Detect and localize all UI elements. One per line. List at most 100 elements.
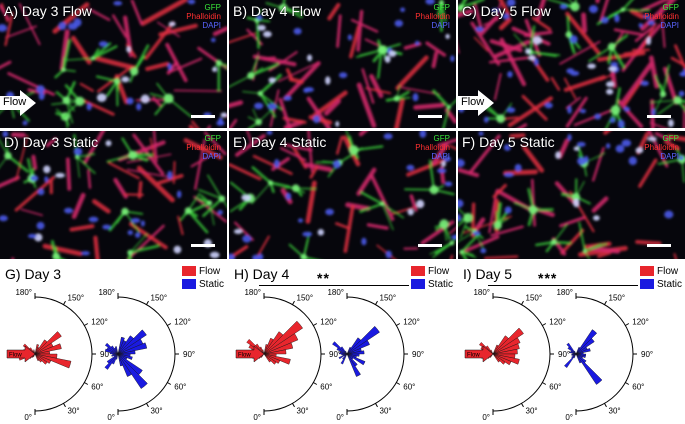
fluorescence-image xyxy=(458,131,685,259)
rose-plot-title: H) Day 4 xyxy=(234,266,290,282)
angle-tick-label: 0° xyxy=(565,413,573,422)
scale-bar xyxy=(647,244,671,247)
rose-plot-title: I) Day 5 xyxy=(463,266,513,282)
rose-wedge xyxy=(34,353,43,363)
scale-bar xyxy=(418,115,442,118)
rose-series-flow: 180° 150° 120° 90° 60° 30° 0° Flow xyxy=(6,288,112,422)
angle-tick xyxy=(375,300,378,305)
angle-tick xyxy=(146,403,149,408)
stain-legend-label: Phalloidin xyxy=(644,143,679,152)
angle-tick xyxy=(542,323,547,326)
stain-legend-label: Phalloidin xyxy=(415,143,450,152)
stain-legend-label: GFP xyxy=(433,3,450,12)
rose-wedge xyxy=(492,343,520,355)
rose-series-static: 180° 150° 120° 90° 60° 30° 0° xyxy=(556,288,653,422)
rose-legend: Flow Static xyxy=(411,265,453,291)
rose-wedge xyxy=(575,338,595,355)
legend-label: Flow xyxy=(657,266,679,277)
angle-tick-label: 120° xyxy=(403,318,420,327)
rose-wedge xyxy=(575,353,603,385)
angle-tick-label: 60° xyxy=(632,383,644,392)
scale-bar xyxy=(418,244,442,247)
rose-wedge xyxy=(263,353,281,364)
angle-tick-label: 90° xyxy=(329,350,341,359)
angle-tick-label: 90° xyxy=(100,350,112,359)
angle-tick-label: 0° xyxy=(24,413,32,422)
rose-plot-canvas: 180° 150° 120° 90° 60° 30° 0° Flow 180° 150° 120° 9… xyxy=(6,288,195,422)
angle-tick xyxy=(604,403,607,408)
angle-tick-label: 120° xyxy=(174,318,191,327)
angle-tick xyxy=(292,403,295,408)
rose-wedge xyxy=(263,353,272,363)
rose-wedge xyxy=(117,353,148,389)
rose-wedge xyxy=(346,353,361,377)
stain-legend-label: DAPI xyxy=(202,152,221,161)
stain-legend-label: DAPI xyxy=(202,21,221,30)
angle-tick xyxy=(313,323,318,326)
stain-legend: GFP Phalloidin DAPI xyxy=(644,3,679,30)
stain-legend-label: GFP xyxy=(204,134,221,143)
rose-wedge xyxy=(492,353,512,366)
legend-swatch xyxy=(182,279,196,290)
stain-legend: GFP Phalloidin DAPI xyxy=(186,134,221,161)
angle-tick xyxy=(313,382,318,385)
rose-wedge xyxy=(34,343,62,355)
angle-tick-label: 120° xyxy=(549,318,566,327)
rose-wedge xyxy=(346,325,380,355)
stain-legend: GFP Phalloidin DAPI xyxy=(644,134,679,161)
rose-wedge xyxy=(117,342,148,355)
angle-tick-label: 90° xyxy=(183,350,195,359)
rose-wedge xyxy=(575,329,598,355)
angle-tick xyxy=(375,403,378,408)
flow-direction-arrow-icon: Flow xyxy=(6,345,36,363)
rose-wedge-mirror xyxy=(573,353,577,359)
angle-tick-label: 30° xyxy=(526,406,538,415)
fluorescence-image xyxy=(0,131,227,259)
rose-series-static: 180° 150° 120° 90° 60° 30° 0° xyxy=(98,288,195,422)
rose-wedge xyxy=(117,353,123,367)
legend-label: Flow xyxy=(428,266,450,277)
angle-tick-label: 180° xyxy=(556,288,573,297)
rose-plot-group: G) Day 3 Flow Static 180° 150° 120° 90° 60° 30° 0… xyxy=(0,262,227,424)
rose-wedge xyxy=(34,353,52,364)
rose-plot-canvas: 180° 150° 120° 90° 60° 30° 0° Flow 180° 150° 120° 9… xyxy=(235,288,424,422)
fluorescence-image xyxy=(229,131,456,259)
angle-tick-label: 150° xyxy=(297,294,314,303)
angle-tick xyxy=(604,300,607,305)
angle-tick-label: 30° xyxy=(380,406,392,415)
stain-legend-label: DAPI xyxy=(431,152,450,161)
rose-plot-group: H) Day 4 Flow Static ** 180° 150° 120° 90° 60° 30… xyxy=(229,262,456,424)
rose-wedge-mirror xyxy=(340,353,348,365)
micrograph-panel: C) Day 5 Flow GFP Phalloidin DAPI Flow xyxy=(458,0,685,128)
angle-tick-label: 180° xyxy=(15,288,32,297)
significance-bar xyxy=(488,285,638,286)
panel-title: A) Day 3 Flow xyxy=(4,3,92,19)
angle-tick xyxy=(146,300,149,305)
angle-tick-label: 60° xyxy=(174,383,186,392)
rose-series-flow: 180° 150° 120° 90° 60° 30° 0° Flow xyxy=(464,288,570,422)
angle-tick-label: 60° xyxy=(403,383,415,392)
angle-tick-label: 90° xyxy=(412,350,424,359)
rose-wedge xyxy=(492,327,524,355)
angle-tick xyxy=(396,323,401,326)
rose-wedge xyxy=(575,348,591,355)
stain-legend-label: GFP xyxy=(433,134,450,143)
legend-label: Static xyxy=(428,279,454,290)
legend-swatch xyxy=(411,279,425,290)
angle-tick-label: 150° xyxy=(609,294,626,303)
flow-arrow-label: Flow xyxy=(467,353,480,359)
angle-tick xyxy=(396,382,401,385)
angle-tick xyxy=(521,403,524,408)
angle-tick xyxy=(84,382,89,385)
panel-title: D) Day 3 Static xyxy=(4,134,99,150)
rose-legend: Flow Static xyxy=(640,265,682,291)
angle-tick-label: 30° xyxy=(297,406,309,415)
rose-wedge xyxy=(492,348,518,355)
angle-tick xyxy=(63,403,66,408)
angle-tick-label: 60° xyxy=(320,383,332,392)
flow-direction-arrow-icon xyxy=(458,90,494,116)
stain-legend-label: GFP xyxy=(662,134,679,143)
angle-tick xyxy=(542,382,547,385)
angle-tick-label: 0° xyxy=(253,413,261,422)
legend-label: Static xyxy=(657,279,683,290)
